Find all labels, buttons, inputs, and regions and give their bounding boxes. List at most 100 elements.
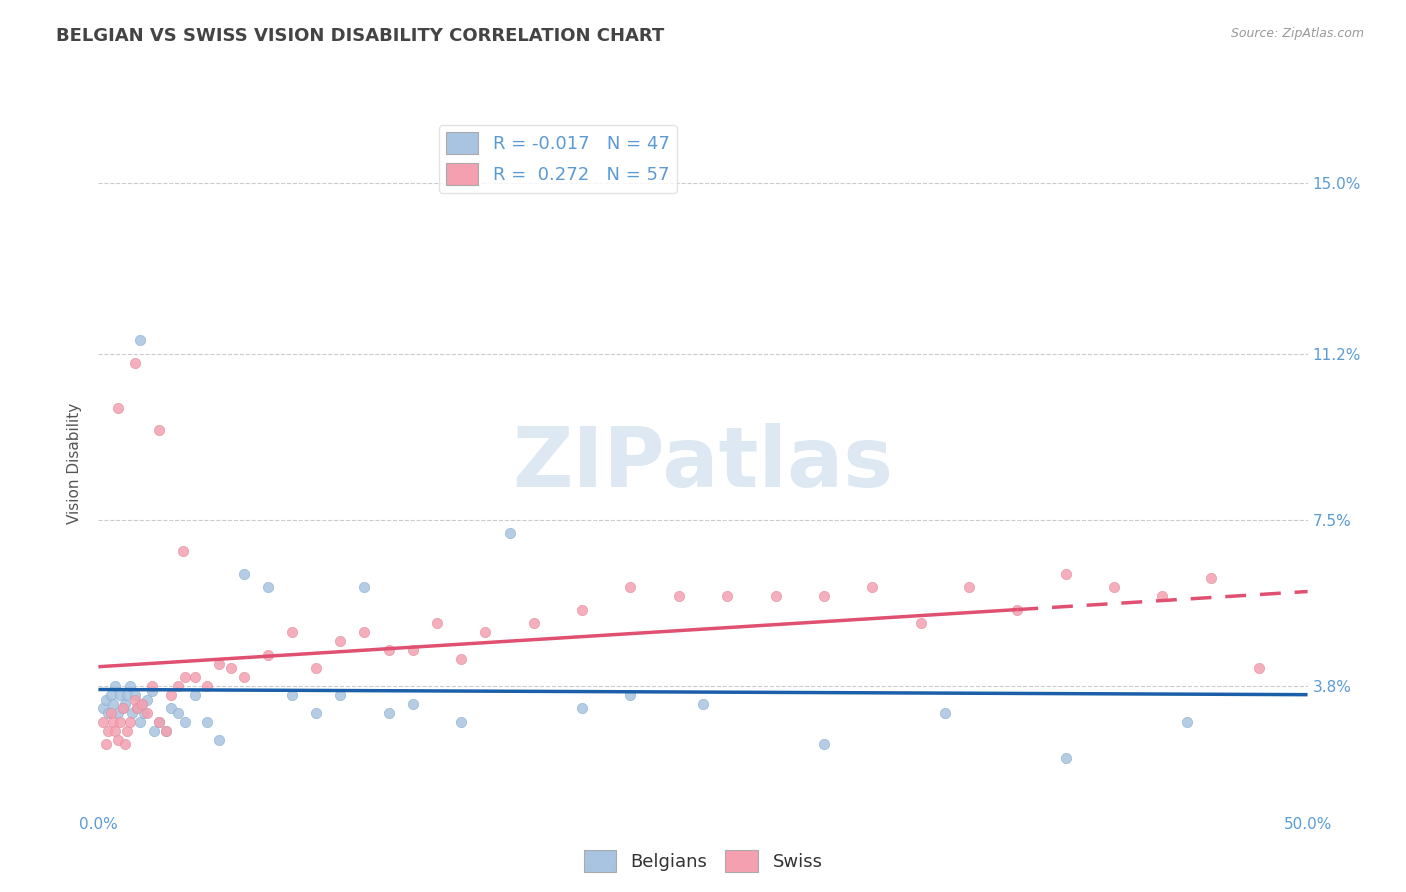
Point <box>97 723 120 738</box>
Point <box>329 634 352 648</box>
Point <box>377 643 399 657</box>
Point <box>134 706 156 720</box>
Point <box>107 732 129 747</box>
Point <box>1152 589 1174 603</box>
Point <box>101 697 124 711</box>
Point <box>450 652 472 666</box>
Point <box>692 697 714 711</box>
Point <box>813 738 835 752</box>
Point <box>143 723 166 738</box>
Point <box>131 697 153 711</box>
Point <box>155 723 177 738</box>
Point <box>107 401 129 415</box>
Point <box>111 701 134 715</box>
Point <box>184 688 207 702</box>
Point <box>100 706 122 720</box>
Point <box>160 688 183 702</box>
Point <box>377 706 399 720</box>
Point <box>108 714 131 729</box>
Point <box>184 670 207 684</box>
Point <box>305 661 328 675</box>
Point <box>474 625 496 640</box>
Point <box>910 616 932 631</box>
Point <box>256 580 278 594</box>
Point <box>860 580 883 594</box>
Point <box>97 706 120 720</box>
Y-axis label: Vision Disability: Vision Disability <box>67 403 83 524</box>
Point <box>104 723 127 738</box>
Point <box>94 738 117 752</box>
Point <box>619 580 641 594</box>
Point <box>571 603 593 617</box>
Point <box>195 714 218 729</box>
Point <box>1102 580 1125 594</box>
Point <box>353 625 375 640</box>
Point <box>426 616 449 631</box>
Point <box>934 706 956 720</box>
Point <box>281 688 304 702</box>
Point <box>232 670 254 684</box>
Text: Source: ZipAtlas.com: Source: ZipAtlas.com <box>1230 27 1364 40</box>
Point <box>128 714 150 729</box>
Point <box>1054 751 1077 765</box>
Point <box>94 692 117 706</box>
Point <box>148 714 170 729</box>
Point <box>91 714 114 729</box>
Point <box>498 526 520 541</box>
Point <box>1007 603 1029 617</box>
Point <box>111 701 134 715</box>
Point <box>208 732 231 747</box>
Point <box>765 589 787 603</box>
Point <box>107 706 129 720</box>
Point <box>135 692 157 706</box>
Point <box>141 679 163 693</box>
Point <box>124 692 146 706</box>
Point <box>118 679 141 693</box>
Point <box>91 701 114 715</box>
Point <box>172 544 194 558</box>
Point <box>208 657 231 671</box>
Point <box>1175 714 1198 729</box>
Point <box>148 714 170 729</box>
Point <box>121 706 143 720</box>
Point <box>305 706 328 720</box>
Point <box>117 688 139 702</box>
Point <box>108 688 131 702</box>
Point <box>716 589 738 603</box>
Point <box>813 589 835 603</box>
Point <box>148 423 170 437</box>
Point <box>167 706 190 720</box>
Point <box>195 679 218 693</box>
Point <box>114 697 136 711</box>
Point <box>141 683 163 698</box>
Point <box>117 723 139 738</box>
Text: BELGIAN VS SWISS VISION DISABILITY CORRELATION CHART: BELGIAN VS SWISS VISION DISABILITY CORRE… <box>56 27 665 45</box>
Point <box>221 661 243 675</box>
Point <box>668 589 690 603</box>
Point <box>100 688 122 702</box>
Point <box>174 670 197 684</box>
Point <box>957 580 980 594</box>
Point <box>174 714 197 729</box>
Point <box>118 714 141 729</box>
Point <box>450 714 472 729</box>
Point <box>114 738 136 752</box>
Legend: Belgians, Swiss: Belgians, Swiss <box>576 843 830 880</box>
Point <box>232 566 254 581</box>
Point <box>127 701 149 715</box>
Point <box>353 580 375 594</box>
Text: ZIPatlas: ZIPatlas <box>513 424 893 504</box>
Point <box>329 688 352 702</box>
Point <box>135 706 157 720</box>
Point <box>402 697 425 711</box>
Point <box>1199 571 1222 585</box>
Point <box>160 701 183 715</box>
Point <box>101 714 124 729</box>
Point <box>402 643 425 657</box>
Point <box>127 701 149 715</box>
Point <box>281 625 304 640</box>
Point <box>1249 661 1271 675</box>
Point <box>523 616 546 631</box>
Point <box>155 723 177 738</box>
Point <box>131 697 153 711</box>
